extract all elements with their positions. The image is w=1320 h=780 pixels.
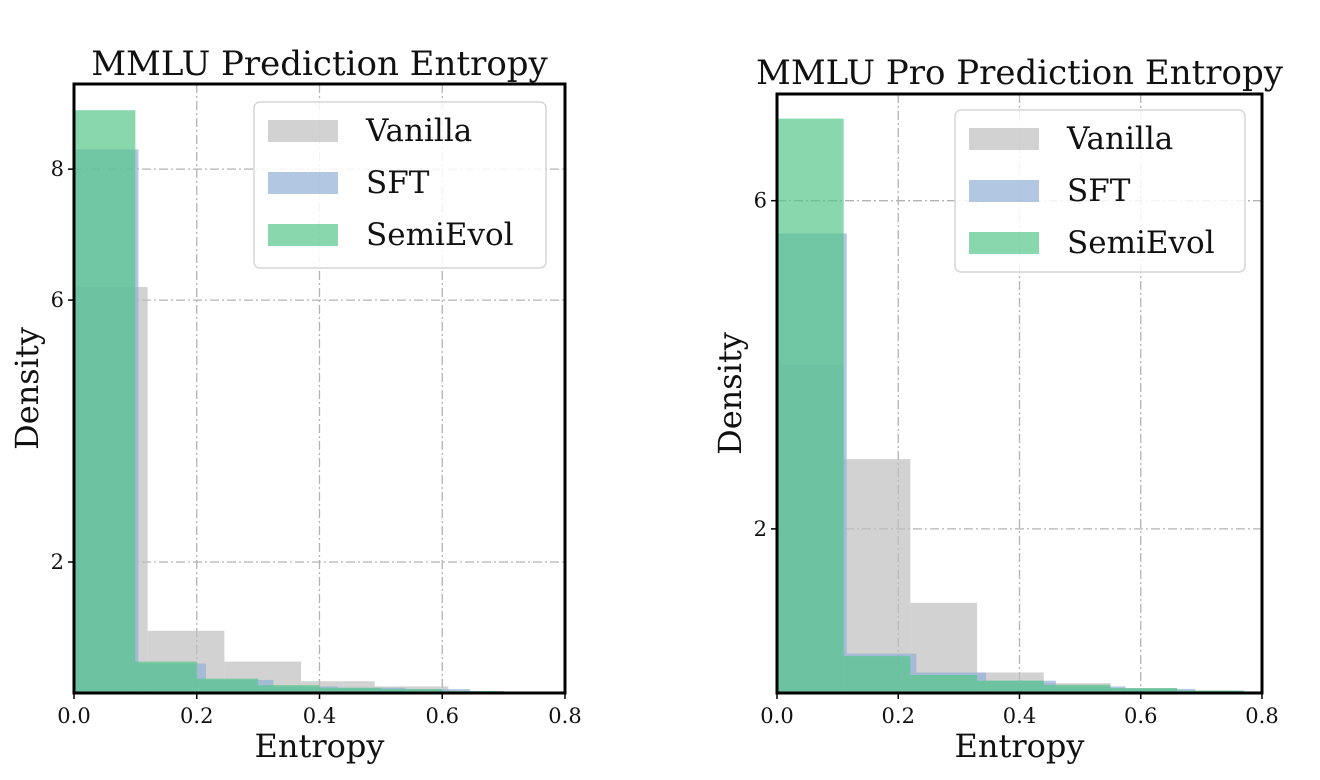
chart-title: MMLU Pro Prediction Entropy — [756, 53, 1284, 93]
legend-swatch-vanilla — [268, 120, 338, 142]
bar-semievol — [1043, 684, 1111, 693]
x-tick-label: 0.6 — [1124, 704, 1157, 728]
legend-label-sft: SFT — [366, 165, 430, 201]
y-tick-label: 6 — [754, 189, 767, 213]
legend-label-vanilla: Vanilla — [365, 113, 472, 149]
bar-semievol — [977, 680, 1044, 693]
bar-semievol — [843, 656, 911, 693]
legend-label-semievol: SemiEvol — [1067, 225, 1215, 261]
x-tick-label: 0.4 — [1003, 704, 1036, 728]
legend-label-semievol: SemiEvol — [366, 217, 514, 253]
x-tick-label: 0.2 — [882, 704, 915, 728]
legend-swatch-sft — [969, 180, 1039, 202]
bar-semievol — [196, 678, 259, 693]
x-axis-label: Entropy — [255, 727, 385, 765]
legend-swatch-semievol — [969, 232, 1039, 254]
legend: Vanilla SFT SemiEvol — [253, 101, 547, 269]
chart-2: 0.0 0.2 0.4 0.6 0.8 2 6 MMLU Pro Prediction Ent… — [711, 53, 1284, 765]
bar-semievol — [135, 661, 197, 693]
y-tick-label: 2 — [51, 550, 64, 574]
series-semievol — [777, 118, 1244, 693]
y-tick-label: 6 — [51, 288, 64, 312]
x-tick-label: 0.6 — [426, 704, 459, 728]
series-vanilla — [74, 287, 523, 693]
y-axis-label: Density — [711, 332, 749, 455]
bar-semievol — [380, 689, 443, 693]
legend-swatch-vanilla — [969, 128, 1039, 150]
x-tick-label: 0.8 — [548, 704, 581, 728]
bar-semievol — [74, 110, 136, 694]
x-tick-label: 0.0 — [760, 704, 793, 728]
x-tick-label: 0.4 — [303, 704, 336, 728]
bar-semievol — [1110, 688, 1178, 693]
legend-label-sft: SFT — [1067, 173, 1131, 209]
legend-swatch-sft — [268, 172, 338, 194]
x-tick-label: 0.8 — [1245, 704, 1278, 728]
y-tick-label: 8 — [51, 157, 64, 181]
series-semievol — [74, 110, 565, 694]
x-tick-label: 0.0 — [57, 704, 90, 728]
legend-label-vanilla: Vanilla — [1066, 121, 1173, 157]
bar-semievol — [777, 118, 844, 693]
y-tick-label: 2 — [754, 517, 767, 541]
legend-swatch-semievol — [268, 224, 338, 246]
x-axis-label: Entropy — [955, 727, 1085, 765]
legend-box — [954, 109, 1246, 273]
y-axis-label: Density — [8, 327, 46, 450]
bar-semievol — [258, 685, 320, 693]
x-tick-label: 0.2 — [180, 704, 213, 728]
chart-1: 0.0 0.2 0.4 0.6 0.8 2 6 8 MMLU Prediction Entrop… — [8, 44, 582, 765]
legend: Vanilla SFT SemiEvol — [954, 109, 1246, 273]
chart-title: MMLU Prediction Entropy — [91, 44, 548, 84]
bar-semievol — [910, 674, 978, 693]
bar-semievol — [319, 687, 381, 693]
